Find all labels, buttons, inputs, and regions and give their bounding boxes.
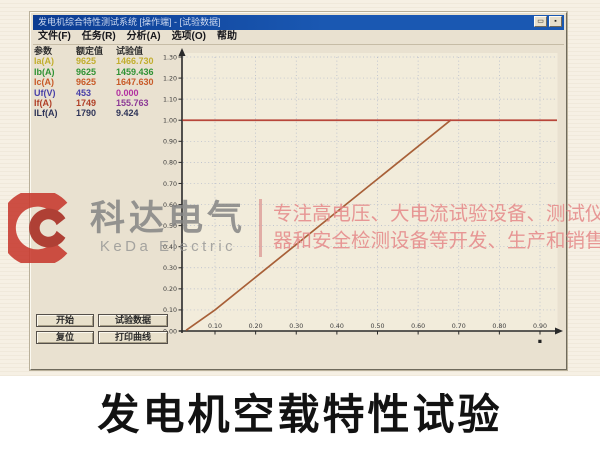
x-tick-label: 0.60 [411, 323, 425, 330]
y-tick-label: 0.50 [163, 223, 177, 230]
y-tick-label: 0.10 [163, 307, 177, 314]
window-title: 发电机综合特性测试系统 [操作端] - [试验数据] [38, 17, 221, 27]
table-row: Ib(A) 9625 1459.436 [34, 67, 184, 77]
plot-background [182, 53, 558, 331]
table-row: Ia(A) 9625 1466.730 [34, 56, 184, 66]
chart-canvas: 1.30 1.20 1.10 1.00 0.90 0.80 0.70 0.60 0.50 0.40… [163, 48, 563, 345]
control-button[interactable]: 开始 [36, 314, 94, 327]
param-cell: If(A) [34, 97, 52, 108]
rated-value-cell: 9625 [76, 56, 97, 67]
y-tick-label: 0.00 [163, 328, 177, 335]
y-tick-label: 0.30 [163, 265, 177, 272]
test-value-cell: 1647.630 [116, 77, 154, 88]
y-tick-label: 1.20 [163, 75, 177, 82]
table-row: If(A) 1749 155.763 [34, 98, 184, 108]
y-tick-label: 1.10 [163, 96, 177, 103]
x-tick-label: 0.10 [208, 323, 222, 330]
title-bar[interactable]: 发电机综合特性测试系统 [操作端] - [试验数据] ▭ ▪ [33, 15, 564, 30]
test-value-cell: 0.000 [116, 87, 139, 98]
menu-item[interactable]: 任务(R) [81, 31, 116, 42]
table-row: Ic(A) 9625 1647.630 [34, 77, 184, 87]
x-tick-label: 0.70 [452, 323, 466, 330]
table-header-cell: 额定值 [76, 46, 104, 56]
control-button[interactable]: 试验数据 [98, 314, 168, 327]
window-close-button[interactable]: ▪ [549, 16, 562, 27]
control-buttons-panel: 开始 试验数据 复位 打印曲线 [36, 314, 168, 344]
y-tick-label: 1.30 [163, 54, 177, 61]
y-tick-label: 0.20 [163, 286, 177, 293]
x-tick-label: 0.40 [330, 323, 344, 330]
test-value-cell: 1459.436 [116, 66, 154, 77]
window-maximize-button[interactable]: ▭ [534, 16, 547, 27]
test-value-cell: 1466.730 [116, 56, 154, 67]
x-tick-label: 0.80 [492, 323, 506, 330]
test-value-cell: 155.763 [116, 97, 149, 108]
control-button[interactable]: 打印曲线 [98, 331, 168, 344]
app-window: 发电机综合特性测试系统 [操作端] - [试验数据] ▭ ▪ 文件(F) 任务(R)… [30, 12, 567, 370]
rated-value-cell: 9625 [76, 66, 97, 77]
page-caption: 发电机空载特性试验 [97, 391, 503, 438]
y-tick-label: 0.90 [163, 139, 177, 146]
rated-value-cell: 9625 [76, 77, 97, 88]
y-tick-label: 0.70 [163, 181, 177, 188]
test-value-cell: 9.424 [116, 108, 139, 119]
x-tick-label: 0.20 [249, 323, 263, 330]
menu-item[interactable]: 分析(A) [126, 31, 161, 42]
menu-bar: 文件(F) 任务(R) 分析(A) 选项(O) 帮助 [33, 30, 564, 45]
menu-item[interactable]: 选项(O) [171, 31, 207, 42]
rated-value-cell: 1790 [76, 108, 97, 119]
menu-item[interactable]: 文件(F) [38, 31, 71, 42]
x-tick-label: 0.30 [289, 323, 303, 330]
y-tick-label: 0.60 [163, 202, 177, 209]
x-axis-unit-glyph: ▪ [538, 337, 542, 345]
rated-value-cell: 453 [76, 87, 92, 98]
table-header-row: 参数 额定值 试验值 [34, 46, 184, 56]
x-tick-label: 0.90 [533, 323, 547, 330]
menu-item[interactable]: 帮助 [217, 31, 238, 42]
window-controls: ▭ ▪ [534, 16, 562, 29]
x-tick-label: 0.50 [370, 323, 384, 330]
param-cell: Ib(A) [34, 66, 55, 77]
param-cell: Ia(A) [34, 56, 54, 67]
x-axis-arrow-icon [555, 327, 563, 335]
param-cell: Ic(A) [34, 77, 54, 88]
table-row: Uf(V) 453 0.000 [34, 88, 184, 98]
rated-value-cell: 1749 [76, 97, 97, 108]
y-tick-label: 0.40 [163, 244, 177, 251]
table-header-cell: 试验值 [116, 46, 144, 56]
y-tick-label: 0.80 [163, 160, 177, 167]
characteristic-curve [185, 119, 452, 331]
measurement-table: 参数 额定值 试验值 Ia(A) 9625 1466.730 Ib(A) 9625 1459.4… [34, 46, 184, 119]
table-header-cell: 参数 [34, 46, 53, 56]
param-cell: Uf(V) [34, 87, 56, 98]
table-row: ILf(A) 1790 9.424 [34, 108, 184, 118]
no-load-characteristic-chart: 1.30 1.20 1.10 1.00 0.90 0.80 0.70 0.60 0.50 0.40… [155, 47, 564, 347]
y-tick-label: 1.00 [163, 118, 177, 125]
param-cell: ILf(A) [34, 108, 58, 119]
control-button[interactable]: 复位 [36, 331, 94, 344]
y-axis-arrow-icon [178, 48, 186, 56]
